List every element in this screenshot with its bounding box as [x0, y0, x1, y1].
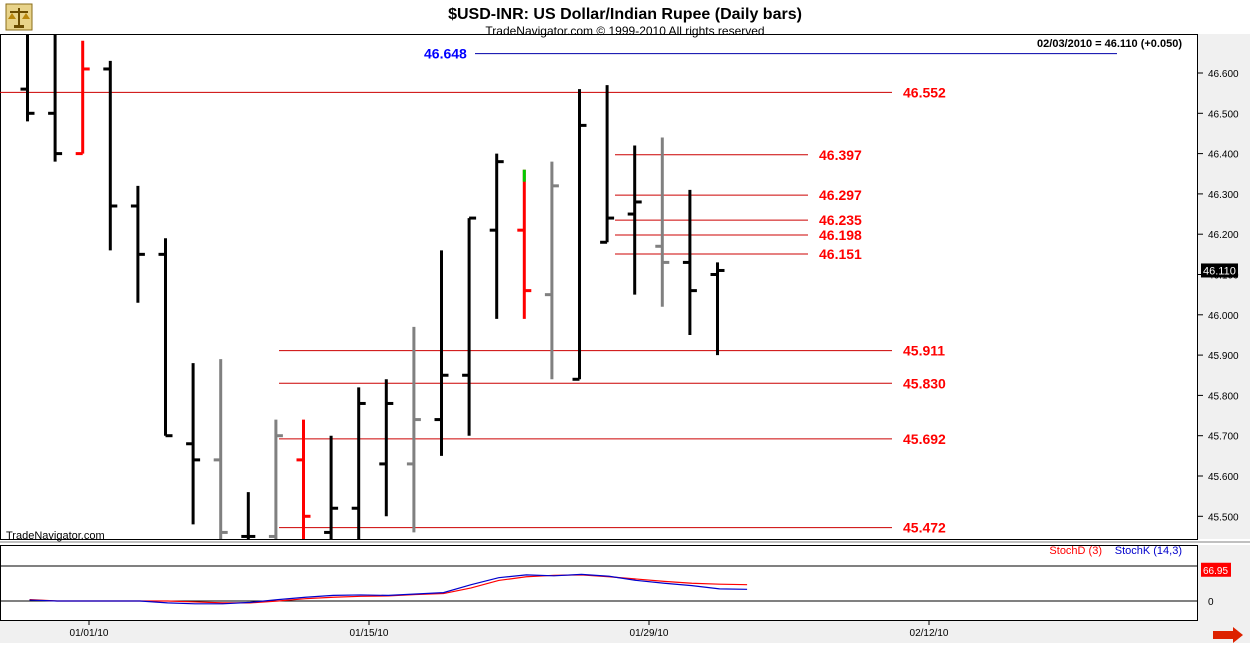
- price-bars: [20, 35, 725, 539]
- watermark: TradeNavigator.com: [6, 530, 105, 542]
- ohlc-bar: [103, 60, 118, 251]
- stochastic-panel: 75066.95: [1, 562, 1231, 608]
- y-tick-label: 45.700: [1208, 432, 1239, 443]
- level-label: 46.235: [819, 212, 862, 228]
- stoch-tick-label: 0: [1208, 597, 1214, 608]
- high-level-label: 46.648: [424, 46, 467, 62]
- y-tick-label: 46.400: [1208, 150, 1239, 161]
- ohlc-bar: [517, 169, 532, 319]
- level-label: 45.472: [903, 520, 946, 536]
- ohlc-bar: [158, 238, 173, 438]
- ohlc-bar: [48, 35, 63, 162]
- chart-subtitle: TradeNavigator.com © 1999-2010 All right…: [485, 24, 764, 38]
- ohlc-bar: [710, 262, 725, 356]
- ohlc-bar: [186, 363, 201, 525]
- ohlc-bar: [268, 419, 283, 539]
- scroll-right-icon[interactable]: [1213, 627, 1243, 643]
- ohlc-bar: [406, 326, 421, 533]
- y-tick-label: 45.900: [1208, 351, 1239, 362]
- ohlc-bar: [462, 216, 477, 436]
- ohlc-bar: [600, 85, 615, 244]
- scales-icon: [5, 3, 33, 31]
- y-tick-label: 46.200: [1208, 230, 1239, 241]
- y-tick-label: 46.500: [1208, 109, 1239, 120]
- y-tick-label: 46.300: [1208, 190, 1239, 201]
- ohlc-bar: [213, 359, 228, 539]
- chart-title: $USD-INR: US Dollar/Indian Rupee (Daily …: [448, 6, 802, 23]
- ohlc-bar: [434, 250, 449, 456]
- y-tick-label: 46.600: [1208, 69, 1239, 80]
- level-label: 45.830: [903, 375, 946, 391]
- ohlc-bar: [351, 387, 366, 539]
- price-panel-frame: [0, 34, 1198, 540]
- stoch-panel-frame: [0, 545, 1198, 621]
- price-readout: 02/03/2010 = 46.110 (+0.050): [1037, 38, 1182, 50]
- level-label: 46.297: [819, 187, 862, 203]
- y-tick-label: 45.500: [1208, 512, 1239, 523]
- stoch-d-legend: StochD (3): [1049, 545, 1102, 557]
- ohlc-bar: [682, 189, 697, 335]
- x-tick-label: 02/12/10: [910, 628, 949, 639]
- ohlc-bar: [75, 40, 90, 156]
- price-axis-bg: [1198, 34, 1250, 539]
- ohlc-bar: [20, 35, 35, 122]
- stoch-current-tag: [1201, 562, 1231, 577]
- ohlc-bar: [296, 419, 311, 539]
- ohlc-bar: [655, 137, 670, 307]
- stoch-k-line: [29, 573, 748, 605]
- ohlc-bar: [627, 145, 642, 295]
- current-price-tag: [1201, 263, 1238, 278]
- stoch-current-label: 66.95: [1203, 566, 1228, 577]
- time-axis: 01/01/10 01/15/10 01/29/10 02/12/10: [70, 621, 949, 639]
- stoch-k-legend: StochK (14,3): [1115, 545, 1182, 557]
- current-price-label: 46.110: [1203, 265, 1236, 277]
- y-tick-label: 45.600: [1208, 472, 1239, 483]
- level-label: 46.198: [819, 227, 862, 243]
- ohlc-bar: [544, 161, 559, 380]
- y-tick-label: 45.800: [1208, 391, 1239, 402]
- ohlc-bar: [324, 435, 339, 539]
- x-tick-label: 01/01/10: [70, 628, 109, 639]
- ohlc-bar: [379, 379, 394, 517]
- ohlc-bar: [241, 492, 256, 539]
- level-label: 45.692: [903, 431, 946, 447]
- x-tick-label: 01/15/10: [350, 628, 389, 639]
- level-label: 46.552: [903, 84, 946, 100]
- level-label: 45.911: [903, 343, 945, 359]
- x-tick-label: 01/29/10: [630, 628, 669, 639]
- y-tick-label: 46.000: [1208, 311, 1239, 322]
- stoch-axis-bg: [1198, 545, 1250, 621]
- level-label: 46.151: [819, 246, 862, 262]
- ohlc-bar: [489, 153, 504, 319]
- time-axis-bg: [0, 621, 1250, 643]
- ohlc-bar: [572, 89, 587, 381]
- level-label: 46.397: [819, 147, 862, 163]
- ohlc-bar: [130, 185, 145, 303]
